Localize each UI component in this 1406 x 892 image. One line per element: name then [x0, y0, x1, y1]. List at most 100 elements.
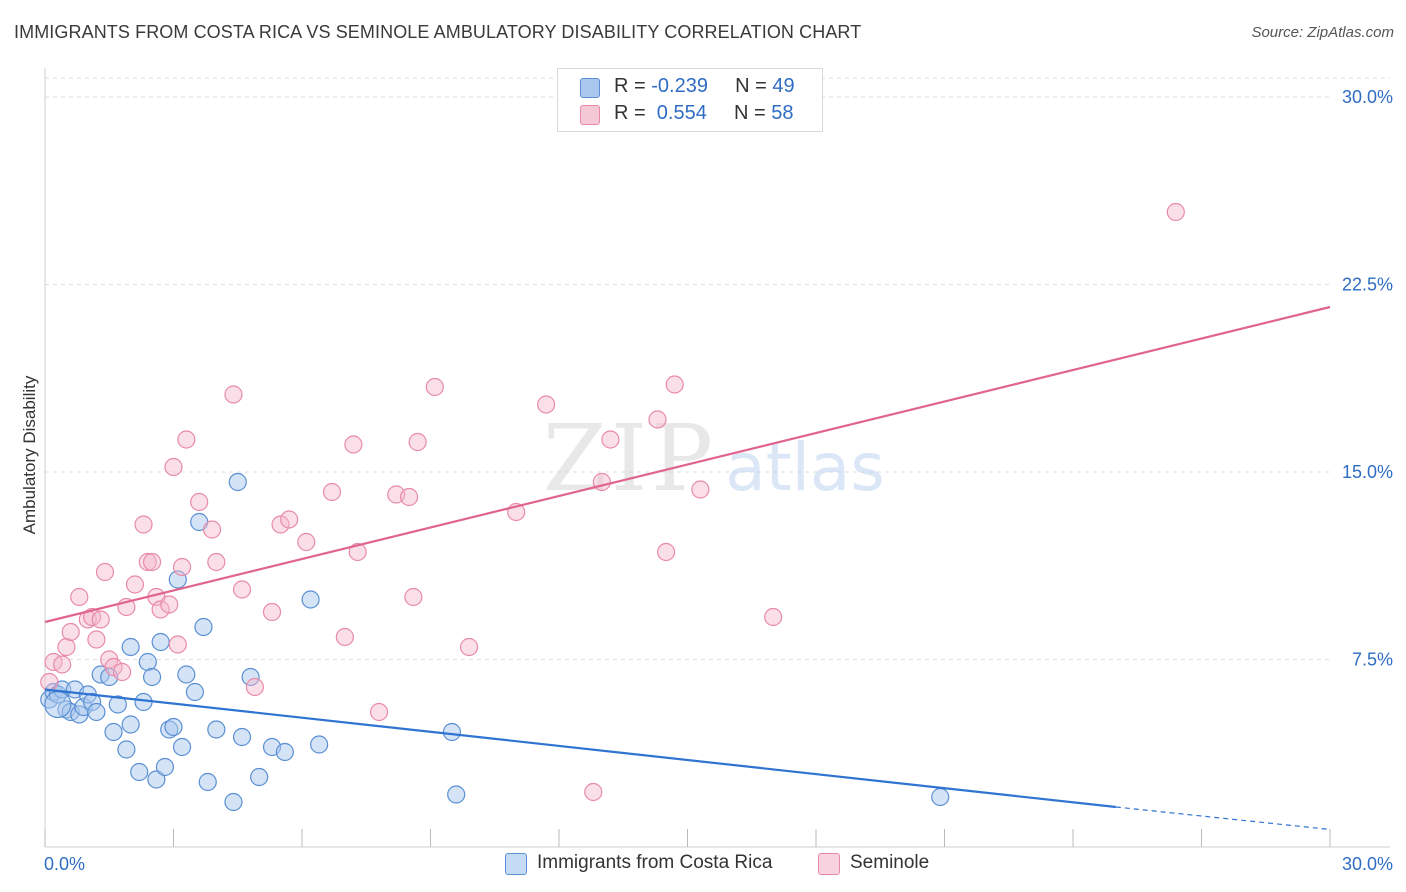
data-point-costa-rica — [311, 736, 328, 753]
data-point-seminole — [585, 784, 602, 801]
data-point-seminole — [92, 611, 109, 628]
legend-n-value: 49 — [772, 75, 794, 97]
data-point-seminole — [178, 431, 195, 448]
data-point-seminole — [426, 379, 443, 396]
data-point-costa-rica — [443, 724, 460, 741]
data-point-seminole — [345, 436, 362, 453]
data-point-seminole — [538, 396, 555, 413]
data-point-seminole — [58, 639, 75, 656]
data-point-seminole — [405, 589, 422, 606]
legend-swatch-pink — [818, 853, 840, 875]
legend-n-label: N = — [734, 102, 771, 124]
data-point-costa-rica — [932, 789, 949, 806]
axes: 7.5% 15.0% 22.5% 30.0% 0.0% 30.0% — [44, 68, 1393, 874]
data-point-costa-rica — [122, 716, 139, 733]
watermark-zip: ZIP — [543, 405, 717, 512]
data-point-seminole — [666, 376, 683, 393]
data-point-seminole — [208, 554, 225, 571]
legend-r-value: 0.554 — [651, 102, 707, 124]
x-tick-label: 0.0% — [44, 854, 85, 874]
data-point-seminole — [88, 631, 105, 648]
data-point-costa-rica — [118, 741, 135, 758]
x-tick-label: 30.0% — [1342, 854, 1393, 874]
y-tick-label: 22.5% — [1342, 275, 1393, 295]
correlation-legend: R = -0.239 N = 49 R = 0.554 N = 58 — [557, 68, 823, 132]
data-point-costa-rica — [234, 729, 251, 746]
data-point-seminole — [204, 521, 221, 538]
data-point-seminole — [135, 516, 152, 533]
data-point-seminole — [602, 431, 619, 448]
data-point-costa-rica — [131, 764, 148, 781]
data-point-seminole — [71, 589, 88, 606]
data-point-seminole — [658, 544, 675, 561]
data-point-seminole — [225, 386, 242, 403]
data-point-seminole — [401, 489, 418, 506]
data-point-seminole — [692, 481, 709, 498]
data-point-seminole — [144, 554, 161, 571]
data-point-costa-rica — [302, 591, 319, 608]
legend-swatch-blue — [505, 853, 527, 875]
y-axis-label: Ambulatory Disability — [20, 375, 39, 534]
trend-line-costa-rica-extension — [1116, 807, 1330, 830]
data-point-seminole — [1167, 204, 1184, 221]
trend-line-seminole — [45, 307, 1330, 622]
data-point-seminole — [649, 411, 666, 428]
data-point-seminole — [165, 459, 182, 476]
data-point-seminole — [191, 494, 208, 511]
data-point-costa-rica — [448, 786, 465, 803]
legend-n-value: 58 — [771, 102, 793, 124]
data-point-costa-rica — [105, 724, 122, 741]
data-point-seminole — [96, 564, 113, 581]
data-point-seminole — [298, 534, 315, 551]
data-point-seminole — [409, 434, 426, 451]
data-point-costa-rica — [251, 769, 268, 786]
data-point-seminole — [174, 559, 191, 576]
data-point-seminole — [234, 581, 251, 598]
data-point-costa-rica — [229, 474, 246, 491]
data-point-seminole — [323, 484, 340, 501]
data-point-seminole — [336, 629, 353, 646]
legend-swatch-pink — [580, 105, 600, 125]
data-point-seminole — [264, 604, 281, 621]
legend-r-label: R = — [614, 75, 651, 97]
legend-label: Seminole — [850, 852, 929, 874]
y-tick-label: 30.0% — [1342, 87, 1393, 107]
data-point-costa-rica — [208, 721, 225, 738]
data-point-costa-rica — [139, 654, 156, 671]
data-point-seminole — [371, 704, 388, 721]
data-point-seminole — [126, 576, 143, 593]
data-point-seminole — [281, 511, 298, 528]
trend-lines — [45, 307, 1330, 830]
legend-r-label: R = — [614, 102, 651, 124]
data-point-costa-rica — [152, 634, 169, 651]
legend-n-label: N = — [735, 75, 772, 97]
data-point-costa-rica — [144, 669, 161, 686]
data-point-seminole — [161, 596, 178, 613]
data-point-costa-rica — [186, 684, 203, 701]
legend-swatch-blue — [580, 78, 600, 98]
data-point-costa-rica — [178, 666, 195, 683]
data-point-costa-rica — [156, 759, 173, 776]
data-point-costa-rica — [45, 692, 71, 718]
data-point-seminole — [54, 656, 71, 673]
legend-r-value: -0.239 — [651, 75, 708, 97]
data-point-seminole — [169, 636, 186, 653]
data-point-costa-rica — [122, 639, 139, 656]
scatter-chart: 7.5% 15.0% 22.5% 30.0% 0.0% 30.0% ZIP atlas A… — [0, 0, 1406, 892]
y-tick-label: 15.0% — [1342, 462, 1393, 482]
data-point-costa-rica — [199, 774, 216, 791]
y-tick-label: 7.5% — [1352, 650, 1393, 670]
data-point-costa-rica — [276, 744, 293, 761]
data-point-seminole — [62, 624, 79, 641]
data-point-seminole — [461, 639, 478, 656]
data-point-costa-rica — [165, 719, 182, 736]
data-point-costa-rica — [88, 704, 105, 721]
data-point-costa-rica — [225, 794, 242, 811]
data-point-seminole — [41, 674, 58, 691]
data-point-seminole — [114, 664, 131, 681]
watermark-atlas: atlas — [725, 429, 885, 506]
data-point-seminole — [246, 679, 263, 696]
legend-label: Immigrants from Costa Rica — [537, 852, 772, 874]
data-point-costa-rica — [174, 739, 191, 756]
data-point-seminole — [765, 609, 782, 626]
